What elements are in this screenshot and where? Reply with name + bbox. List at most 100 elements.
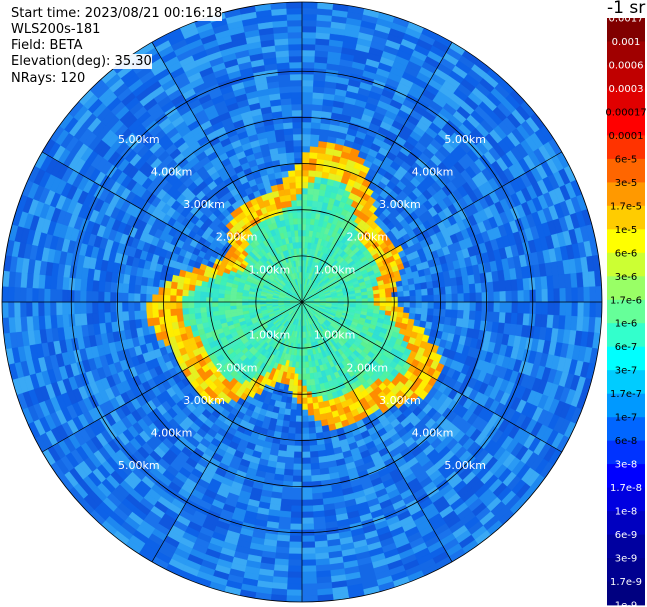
- data-cell: [13, 286, 21, 303]
- data-cell: [373, 297, 381, 303]
- data-cell: [169, 308, 177, 317]
- data-cell: [301, 367, 307, 375]
- data-cell: [98, 280, 106, 292]
- data-cell: [311, 390, 318, 398]
- data-cell: [307, 193, 314, 201]
- data-cell: [235, 301, 243, 306]
- data-cell: [367, 294, 375, 299]
- data-cell: [288, 541, 303, 549]
- data-cell: [457, 293, 465, 303]
- data-cell: [451, 293, 459, 303]
- data-cell: [121, 301, 129, 312]
- data-cell: [301, 505, 314, 513]
- data-cell: [301, 547, 316, 555]
- data-cell: [313, 80, 326, 88]
- data-cell: [391, 291, 399, 298]
- data-cell: [127, 283, 136, 294]
- data-cell: [288, 421, 296, 429]
- data-cell: [308, 175, 316, 183]
- data-cell: [450, 285, 459, 295]
- data-cell: [313, 62, 328, 70]
- data-cell: [403, 290, 411, 297]
- data-cell: [310, 133, 320, 142]
- data-cell: [217, 301, 225, 307]
- data-cell: [498, 280, 506, 292]
- data-cell: [311, 110, 323, 118]
- data-cell: [43, 301, 51, 316]
- data-cell: [86, 312, 94, 325]
- data-cell: [583, 301, 591, 318]
- data-cell: [307, 415, 315, 423]
- data-cell: [2, 301, 9, 318]
- data-cell: [462, 284, 471, 294]
- data-cell: [187, 289, 195, 297]
- data-cell: [309, 145, 319, 154]
- data-cell: [306, 397, 313, 405]
- data-cell: [284, 456, 295, 465]
- data-cell: [291, 397, 298, 405]
- data-cell: [480, 311, 488, 322]
- data-cell: [427, 301, 435, 310]
- data-cell: [301, 31, 317, 39]
- data-cell: [313, 408, 321, 416]
- data-cell: [301, 409, 309, 417]
- data-cell: [31, 287, 39, 303]
- data-cell: [469, 292, 477, 303]
- data-cell: [301, 499, 313, 507]
- data-cell: [151, 301, 159, 311]
- data-cell: [511, 301, 519, 314]
- data-cell: [212, 310, 220, 317]
- data-cell: [287, 559, 303, 567]
- data-cell: [367, 297, 375, 303]
- data-cell: [409, 301, 417, 309]
- data-cell: [163, 287, 171, 296]
- data-cell: [281, 492, 293, 500]
- data-cell: [301, 7, 318, 15]
- data-cell: [301, 493, 313, 501]
- data-cell: [535, 289, 543, 303]
- data-cell: [433, 287, 441, 296]
- data-cell: [301, 13, 318, 21]
- data-cell: [313, 522, 327, 530]
- data-cell: [301, 241, 306, 249]
- data-cell: [427, 308, 435, 317]
- data-cell: [115, 301, 123, 312]
- data-cell: [426, 314, 434, 323]
- data-cell: [408, 313, 416, 321]
- data-cell: [304, 349, 308, 357]
- data-cell: [486, 311, 494, 323]
- data-cell: [420, 314, 428, 322]
- data-cell: [379, 301, 387, 307]
- data-cell: [547, 288, 555, 303]
- data-cell: [301, 2, 318, 9]
- data-cell: [307, 409, 315, 417]
- data-cell: [385, 292, 393, 298]
- data-cell: [287, 433, 296, 441]
- data-cell: [176, 282, 184, 290]
- data-cell: [293, 445, 303, 453]
- data-cell: [175, 288, 183, 296]
- data-cell: [145, 293, 153, 303]
- data-cell: [553, 301, 561, 316]
- data-cell: [463, 301, 471, 312]
- data-cell: [463, 292, 471, 303]
- data-cell: [559, 287, 567, 303]
- data-cell: [421, 301, 429, 309]
- data-cell: [433, 294, 441, 303]
- data-cell: [229, 301, 237, 307]
- data-cell: [110, 311, 118, 323]
- data-cell: [595, 286, 602, 303]
- data-cell: [426, 281, 434, 290]
- data-cell: [498, 312, 506, 324]
- data-cell: [415, 301, 423, 309]
- data-cell: [181, 307, 189, 315]
- data-cell: [301, 139, 311, 147]
- data-cell: [247, 301, 255, 306]
- data-cell: [296, 397, 303, 405]
- data-cell: [282, 474, 294, 483]
- data-cell: [534, 276, 542, 291]
- data-cell: [312, 98, 324, 106]
- data-cell: [315, 38, 330, 46]
- data-cell: [504, 312, 512, 325]
- data-cell: [433, 308, 441, 317]
